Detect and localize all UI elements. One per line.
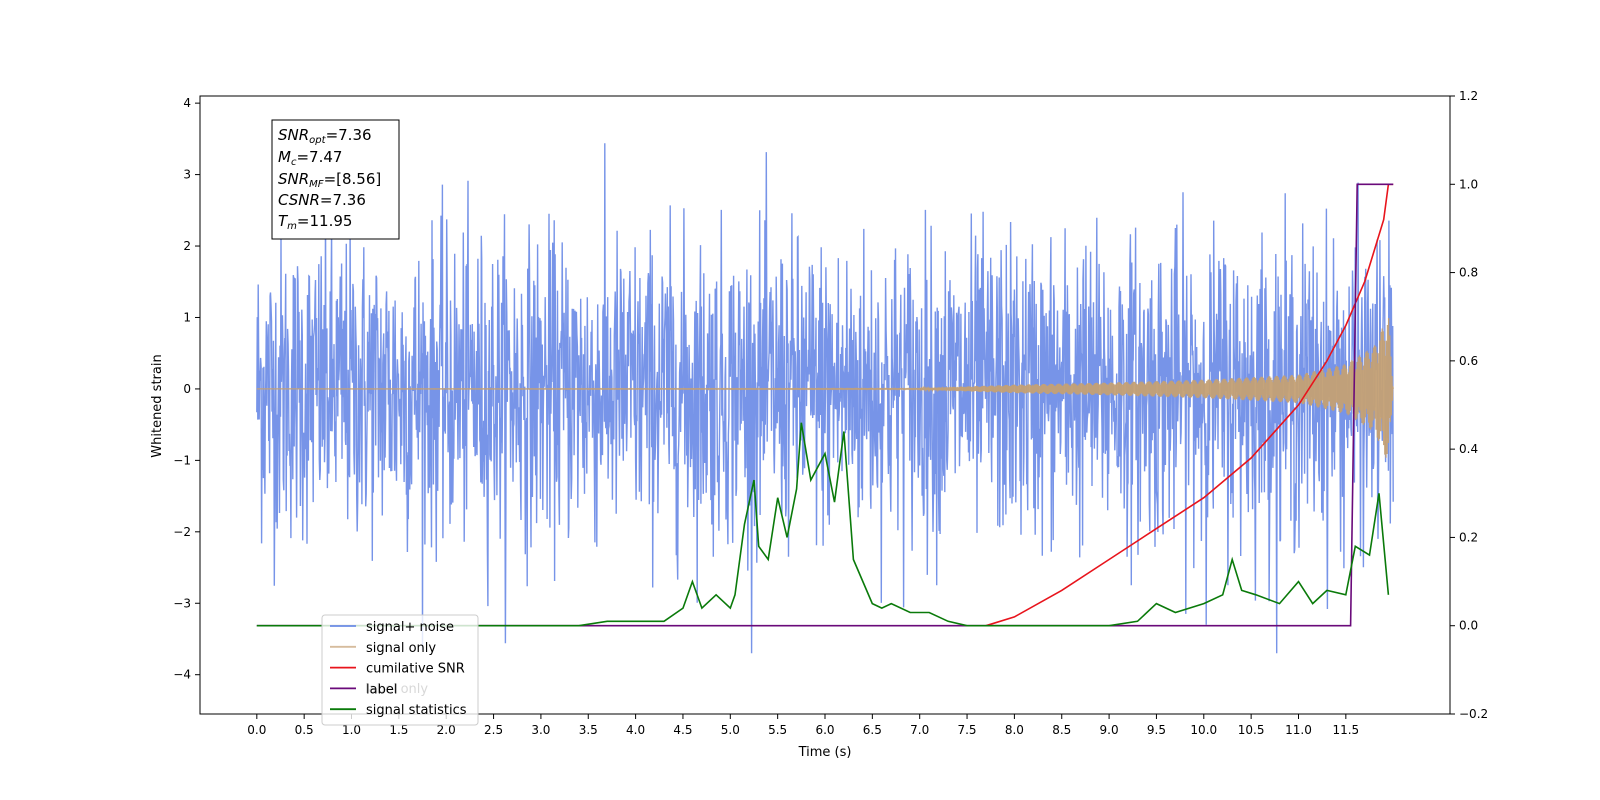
x-tick-label: 1.5 (389, 723, 408, 737)
legend-hidden-text: label only (365, 682, 428, 697)
y-right-tick-label: −0.2 (1459, 707, 1488, 721)
annotation-frame (271, 119, 400, 240)
annotation-line: CSNR=7.36 (278, 191, 366, 209)
x-tick-label: 11.5 (1332, 723, 1359, 737)
y-right-tick-label: 0.2 (1459, 530, 1478, 544)
x-tick-label: 1.0 (342, 723, 361, 737)
y-left-tick-label: −3 (173, 596, 191, 610)
x-tick-label: 10.5 (1238, 723, 1265, 737)
y-right-tick-label: 0.4 (1459, 442, 1478, 456)
x-tick-label: 4.0 (626, 723, 645, 737)
y-right-tick-label: 1.0 (1459, 177, 1478, 191)
x-tick-label: 5.5 (768, 723, 787, 737)
x-tick-label: 0.0 (247, 723, 266, 737)
x-tick-label: 11.0 (1285, 723, 1312, 737)
x-tick-label: 3.5 (579, 723, 598, 737)
legend-frame (321, 614, 479, 726)
x-tick-label: 10.0 (1190, 723, 1217, 737)
x-tick-label: 7.0 (910, 723, 929, 737)
series-signal-noise (256, 143, 1394, 654)
x-tick-label: 6.0 (815, 723, 834, 737)
y-left-tick-label: −1 (173, 453, 191, 467)
series-signal-statistics (256, 422, 1390, 627)
x-tick-label: 0.5 (295, 723, 314, 737)
data-layer (256, 143, 1394, 654)
y-left-tick-label: 0 (183, 382, 191, 396)
legend-label: signal+ noise (366, 620, 454, 635)
x-tick-label: 5.0 (721, 723, 740, 737)
x-tick-label: 8.0 (1005, 723, 1024, 737)
x-axis-title: Time (s) (798, 745, 852, 760)
legend-label: label (366, 682, 397, 697)
y-right-tick-label: 1.2 (1459, 89, 1478, 103)
x-tick-label: 9.0 (1100, 723, 1119, 737)
x-tick-label: 8.5 (1052, 723, 1071, 737)
x-tick-label: 3.0 (531, 723, 550, 737)
legend-label: cumilative SNR (366, 662, 465, 677)
x-tick-label: 4.5 (673, 723, 692, 737)
y-right-tick-label: 0.8 (1459, 266, 1478, 280)
annotation-line: Mc=7.47 (278, 148, 342, 168)
x-tick-label: 2.0 (437, 723, 456, 737)
legend-label: signal statistics (366, 703, 467, 718)
y-left-tick-label: −4 (173, 668, 191, 682)
y-right-tick-label: 0.6 (1459, 354, 1478, 368)
legend: label only signal+ noise signal only cumila… (321, 614, 479, 726)
y-axis-title: Whitened strain (150, 354, 165, 457)
annotation-line: SNRopt=7.36 (278, 126, 372, 146)
y-left-tick-label: 1 (183, 310, 191, 324)
y-right-tick-label: 0.0 (1459, 619, 1478, 633)
legend-label: signal only (366, 641, 436, 656)
x-tick-label: 7.5 (957, 723, 976, 737)
y-left-tick-label: 2 (183, 239, 191, 253)
series-cumulative-snr (985, 183, 1394, 627)
y-left-tick-label: 4 (183, 96, 191, 110)
x-tick-label: 6.5 (863, 723, 882, 737)
x-tick-label: 2.5 (484, 723, 503, 737)
x-tick-label: 9.5 (1147, 723, 1166, 737)
y-left-tick-label: −2 (173, 525, 191, 539)
ticks-layer: 0.0 0.5 1.0 1.5 2.0 2.5 3.0 3.5 4.0 4.5 5.0 5.5 6.0 6… (173, 89, 1488, 737)
series-signal-only (256, 318, 1394, 458)
y-left-tick-label: 3 (183, 168, 191, 182)
annotation-line: Tm=11.95 (278, 212, 352, 232)
annotation-line: SNRMF=[8.56] (278, 170, 381, 190)
